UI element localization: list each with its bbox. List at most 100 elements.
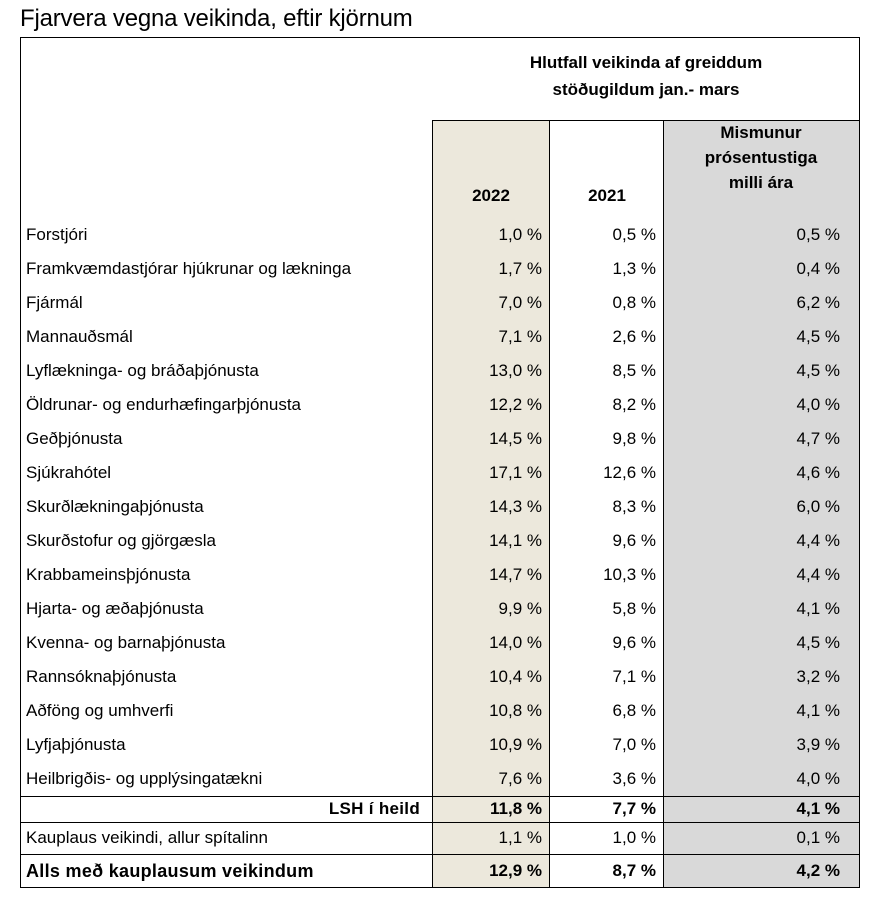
grand-total-row: Alls með kauplausum veikindum 12,9 % 8,7…: [20, 854, 860, 888]
total-difference: 4,1 %: [796, 799, 840, 818]
row-label: Sjúkrahótel: [26, 463, 112, 482]
value-difference: 4,4 %: [796, 565, 840, 584]
value-2022: 14,5 %: [489, 429, 542, 448]
unpaid-difference: 0,1 %: [796, 828, 840, 847]
value-2021: 0,8 %: [612, 293, 656, 312]
value-difference: 0,5 %: [796, 225, 840, 244]
col-divider-label: [432, 120, 433, 888]
value-2022: 14,3 %: [489, 497, 542, 516]
row-label: Forstjóri: [26, 225, 88, 244]
column-group-header-line2: stöðugildum jan.- mars: [552, 80, 740, 99]
value-2022: 1,7 %: [498, 259, 542, 278]
row-label: Lyfjaþjónusta: [26, 735, 126, 754]
value-difference: 4,0 %: [796, 769, 840, 788]
difference-column-tint: [663, 120, 860, 888]
header-2022: 2022: [472, 186, 510, 205]
row-label: Fjármál: [26, 293, 83, 312]
value-2021: 6,8 %: [612, 701, 656, 720]
table-row: Öldrunar- og endurhæfingarþjónusta 12,2 %…: [20, 388, 860, 422]
total-2022: 11,8 %: [490, 799, 542, 818]
value-2021: 7,0 %: [612, 735, 656, 754]
table-row: Lyfjaþjónusta 10,9 % 7,0 % 3,9 %: [20, 728, 860, 762]
value-2022: 1,0 %: [498, 225, 542, 244]
value-2022: 14,7 %: [489, 565, 542, 584]
value-difference: 4,4 %: [796, 531, 840, 550]
header-difference: Mismunur prósentustiga milli ára: [663, 120, 859, 195]
value-difference: 4,5 %: [796, 327, 840, 346]
table-row: Framkvæmdastjórar hjúkrunar og lækninga 1…: [20, 252, 860, 286]
col-divider-2021: [663, 120, 664, 888]
value-2022: 7,1 %: [498, 327, 542, 346]
value-2021: 12,6 %: [603, 463, 656, 482]
table-row: Fjármál 7,0 % 0,8 % 6,2 %: [20, 286, 860, 320]
header-difference-line2: prósentustiga: [704, 148, 818, 167]
unpaid-2021: 1,0 %: [612, 828, 656, 847]
total-2021: 7,7 %: [612, 799, 656, 818]
table-row: Geðþjónusta 14,5 % 9,8 % 4,7 %: [20, 422, 860, 456]
page-title: Fjarvera vegna veikinda, eftir kjörnum: [20, 5, 413, 32]
header-difference-line3: milli ára: [728, 173, 794, 192]
value-difference: 4,1 %: [796, 701, 840, 720]
value-2021: 3,6 %: [612, 769, 656, 788]
row-label: Rannsóknaþjónusta: [26, 667, 177, 686]
grand-total-label: Alls með kauplausum veikindum: [26, 861, 314, 881]
value-2022: 10,8 %: [489, 701, 542, 720]
table-frame: [20, 37, 860, 888]
table-row: Mannauðsmál 7,1 % 2,6 % 4,5 %: [20, 320, 860, 354]
grand-total-section: Alls með kauplausum veikindum 12,9 % 8,7…: [20, 854, 860, 888]
value-2021: 2,6 %: [612, 327, 656, 346]
value-difference: 6,2 %: [796, 293, 840, 312]
row-label: Skurðstofur og gjörgæsla: [26, 531, 216, 550]
value-2021: 9,6 %: [612, 633, 656, 652]
value-2021: 7,1 %: [612, 667, 656, 686]
value-difference: 0,4 %: [796, 259, 840, 278]
unpaid-row: Kauplaus veikindi, allur spítalinn 1,1 %…: [20, 822, 860, 854]
value-2021: 1,3 %: [612, 259, 656, 278]
table-row: Kvenna- og barnaþjónusta 14,0 % 9,6 % 4,5 %: [20, 626, 860, 660]
value-difference: 6,0 %: [796, 497, 840, 516]
row-label: Hjarta- og æðaþjónusta: [26, 599, 204, 618]
value-2022: 9,9 %: [498, 599, 542, 618]
table-row: Rannsóknaþjónusta 10,4 % 7,1 % 3,2 %: [20, 660, 860, 694]
total-label: LSH í heild: [328, 799, 420, 818]
unpaid-bottom-line: [20, 854, 860, 855]
table-row: Sjúkrahótel 17,1 % 12,6 % 4,6 %: [20, 456, 860, 490]
value-difference: 4,0 %: [796, 395, 840, 414]
table-row: Skurðlækningaþjónusta 14,3 % 8,3 % 6,0 %: [20, 490, 860, 524]
total-section: LSH í heild 11,8 % 7,7 % 4,1 %: [20, 796, 860, 822]
row-label: Framkvæmdastjórar hjúkrunar og lækninga: [26, 259, 352, 278]
value-2022: 10,9 %: [489, 735, 542, 754]
table-row: Forstjóri 1,0 % 0,5 % 0,5 %: [20, 218, 860, 252]
unpaid-2022: 1,1 %: [498, 828, 542, 847]
value-difference: 3,9 %: [796, 735, 840, 754]
value-difference: 4,5 %: [796, 633, 840, 652]
total-top-line: [20, 796, 860, 797]
value-2021: 8,5 %: [612, 361, 656, 380]
header-difference-line1: Mismunur: [720, 123, 802, 142]
row-label: Lyflækninga- og bráðaþjónusta: [26, 361, 259, 380]
value-2021: 10,3 %: [603, 565, 656, 584]
grand-total-difference: 4,2 %: [796, 861, 840, 880]
row-label: Aðföng og umhverfi: [26, 701, 174, 720]
header-2021: 2021: [588, 186, 626, 205]
row-label: Krabbameinsþjónusta: [26, 565, 191, 584]
value-2022: 17,1 %: [489, 463, 542, 482]
value-difference: 4,5 %: [796, 361, 840, 380]
unpaid-label: Kauplaus veikindi, allur spítalinn: [26, 828, 268, 847]
header-divider: [432, 120, 860, 121]
row-label: Geðþjónusta: [26, 429, 123, 448]
value-difference: 4,6 %: [796, 463, 840, 482]
col-divider-2022: [549, 120, 550, 888]
value-2021: 8,3 %: [612, 497, 656, 516]
column-group-header-line1: Hlutfall veikinda af greiddum: [529, 53, 763, 72]
data-table: Forstjóri 1,0 % 0,5 % 0,5 % Framkvæmdastjór…: [20, 218, 860, 796]
row-label: Öldrunar- og endurhæfingarþjónusta: [26, 395, 302, 414]
total-bottom-line: [20, 822, 860, 823]
grand-total-2021: 8,7 %: [612, 861, 656, 880]
value-2021: 9,8 %: [612, 429, 656, 448]
grand-total-2022: 12,9 %: [489, 861, 542, 880]
table-row: Lyflækninga- og bráðaþjónusta 13,0 % 8,5 %…: [20, 354, 860, 388]
table-row: Krabbameinsþjónusta 14,7 % 10,3 % 4,4 %: [20, 558, 860, 592]
value-2022: 14,1 %: [489, 531, 542, 550]
value-difference: 4,7 %: [796, 429, 840, 448]
